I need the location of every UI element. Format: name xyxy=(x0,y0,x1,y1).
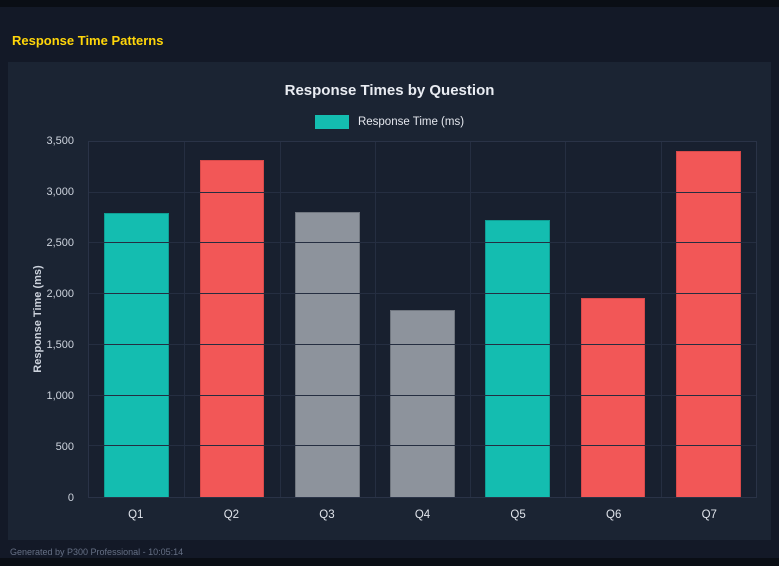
bar-column xyxy=(661,142,756,497)
x-tick-label: Q6 xyxy=(606,509,622,521)
legend-label: Response Time (ms) xyxy=(357,116,465,128)
bar-column xyxy=(375,142,470,497)
x-tick-label: Q5 xyxy=(510,509,526,521)
v-gridline xyxy=(279,142,281,497)
chart-panel: Response Times by Question Response Time… xyxy=(8,62,771,540)
footer-text: Generated by P300 Professional - 10:05:1… xyxy=(10,547,184,557)
h-gridline xyxy=(89,191,756,193)
v-gridline xyxy=(470,142,472,497)
bar-q6[interactable] xyxy=(580,298,646,497)
bottom-edge xyxy=(0,558,779,566)
h-gridline xyxy=(89,445,756,447)
v-gridline xyxy=(184,142,186,497)
chart-title: Response Times by Question xyxy=(284,82,495,99)
bar-q2[interactable] xyxy=(199,159,265,497)
x-tick-label: Q4 xyxy=(414,509,431,521)
bar-q5[interactable] xyxy=(485,220,551,497)
bar-q7[interactable] xyxy=(675,151,741,497)
v-gridline xyxy=(660,142,662,497)
y-tick-label: 1,000 xyxy=(46,390,74,402)
x-tick-label: Q1 xyxy=(128,509,144,521)
y-tick-label: 2,000 xyxy=(46,288,74,300)
h-gridline xyxy=(89,394,756,396)
y-tick-label: 3,000 xyxy=(46,186,74,198)
plot-area xyxy=(88,141,757,498)
legend-swatch xyxy=(314,115,349,129)
y-tick-label: 0 xyxy=(67,492,74,504)
bar-column xyxy=(184,142,279,497)
bar-q4[interactable] xyxy=(390,309,455,497)
bar-column xyxy=(280,142,375,497)
y-tick-label: 2,500 xyxy=(46,237,74,249)
v-gridline xyxy=(374,142,376,497)
x-tick-label: Q2 xyxy=(223,509,240,521)
h-gridline xyxy=(89,343,756,345)
y-axis-ticks: 0 500 1,000 1,500 2,000 2,500 3,000 3,500 xyxy=(8,135,82,504)
x-tick-label: Q7 xyxy=(701,509,717,521)
page-title: Response Time Patterns xyxy=(12,33,164,48)
h-gridline xyxy=(89,242,756,244)
bar-q1[interactable] xyxy=(104,213,170,497)
bar-column xyxy=(470,142,565,497)
bar-q3[interactable] xyxy=(294,212,360,497)
chart-legend[interactable]: Response Time (ms) xyxy=(8,115,771,129)
x-axis-labels: Q1 Q2 Q3 Q4 Q5 Q6 Q7 xyxy=(88,509,757,521)
bar-column xyxy=(89,142,184,497)
y-tick-label: 3,500 xyxy=(46,135,74,147)
bar-column xyxy=(565,142,660,497)
h-gridline xyxy=(89,293,756,295)
bar-series xyxy=(89,142,756,497)
v-gridline xyxy=(565,142,567,497)
x-tick-label: Q3 xyxy=(319,509,335,521)
top-edge xyxy=(0,0,779,7)
y-tick-label: 500 xyxy=(55,441,74,453)
y-tick-label: 1,500 xyxy=(46,339,74,351)
